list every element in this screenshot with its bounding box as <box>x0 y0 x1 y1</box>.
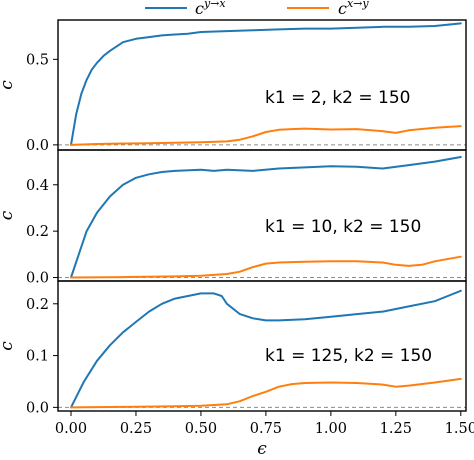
x-tick-label-2: 0.50 <box>185 421 217 437</box>
panel-2: 0.0 0.1 0.2 c k1 = 125, k2 = 150 <box>0 280 467 416</box>
y-tick-label-1-2: 0.4 <box>26 178 49 194</box>
legend-label-sup-1: x→y <box>347 0 369 10</box>
panel-annotation-2: k1 = 125, k2 = 150 <box>265 346 432 366</box>
x-tick-label-5: 1.25 <box>380 421 412 437</box>
y-axis-label-2: c <box>0 341 17 351</box>
panels: 0.0 0.5 c k1 = 2, k2 = 150 0.0 0.2 0.4 c k1 = 10… <box>0 19 467 416</box>
series-line-0-1 <box>70 125 462 146</box>
series-line-1-1 <box>70 255 462 279</box>
legend-label-0: cy→x <box>195 0 226 18</box>
series-line-1-0 <box>70 156 462 279</box>
panel-0: 0.0 0.5 c k1 = 2, k2 = 150 <box>0 19 467 154</box>
x-axis: 0.00 0.25 0.50 0.75 1.00 1.25 1.50 ϵ <box>55 411 474 459</box>
y-tick-label-0-1: 0.5 <box>26 52 49 68</box>
legend-label-base-0: c <box>195 0 204 18</box>
series-line-2-0 <box>70 289 462 409</box>
panel-annotation-0: k1 = 2, k2 = 150 <box>265 88 411 108</box>
legend: cy→x cx→y <box>145 0 369 18</box>
legend-label-sup-0: y→x <box>203 0 226 10</box>
x-axis-label: ϵ <box>257 439 267 459</box>
y-axis-label-1: c <box>0 210 17 220</box>
y-tick-label-1-0: 0.0 <box>26 271 49 287</box>
y-tick-label-1-1: 0.2 <box>26 224 49 240</box>
y-tick-label-2-2: 0.2 <box>26 297 49 313</box>
y-axis-label-0: c <box>0 80 17 90</box>
series-line-2-1 <box>70 377 462 409</box>
x-tick-label-4: 1.00 <box>315 421 347 437</box>
y-tick-label-2-0: 0.0 <box>26 400 49 416</box>
legend-label-1: cx→y <box>338 0 369 18</box>
x-tick-label-3: 0.75 <box>250 421 282 437</box>
legend-label-base-1: c <box>338 0 347 18</box>
panel-1: 0.0 0.2 0.4 c k1 = 10, k2 = 150 <box>0 149 467 287</box>
panel-annotation-1: k1 = 10, k2 = 150 <box>265 217 421 237</box>
y-tick-label-0-0: 0.0 <box>26 138 49 154</box>
panel-frame-2 <box>57 280 467 412</box>
x-tick-label-0: 0.00 <box>55 421 87 437</box>
y-tick-label-2-1: 0.1 <box>26 349 49 365</box>
x-tick-label-1: 0.25 <box>120 421 152 437</box>
x-tick-label-6: 1.50 <box>445 421 474 437</box>
series-line-0-0 <box>70 22 462 146</box>
